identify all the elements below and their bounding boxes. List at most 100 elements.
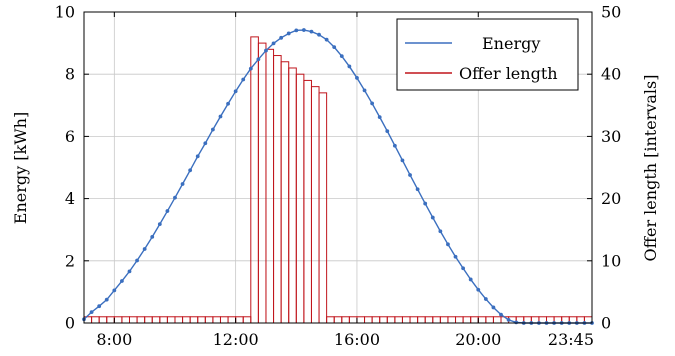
x-tick-label: 8:00 <box>96 330 132 349</box>
y-right-tick-label: 30 <box>601 127 621 146</box>
grid <box>84 12 592 323</box>
offer-length-bar <box>394 316 403 324</box>
offer-length-bar <box>159 316 168 324</box>
offer-length-bar <box>189 316 199 324</box>
offer-length-bar <box>257 42 267 324</box>
offer-length-bar <box>386 316 396 324</box>
offer-length-bar <box>333 316 343 324</box>
offer-length-bar <box>477 316 487 324</box>
energy-point <box>218 114 223 119</box>
y-right-axis-title: Offer length [intervals] <box>641 75 660 262</box>
legend-box <box>396 18 579 91</box>
energy-point <box>392 143 397 148</box>
energy-point <box>248 66 253 71</box>
energy-point <box>309 29 314 34</box>
offer-length-bar <box>91 316 100 324</box>
energy-point <box>173 195 177 200</box>
energy-point <box>491 305 496 310</box>
axis-ticks: 0 2 4 6 8 10 0 10 20 30 40 50 8:00 12:00 16:00 20:00 23:… <box>55 3 622 350</box>
y-left-tick-label: 4 <box>65 189 75 208</box>
energy-point <box>438 229 443 234</box>
offer-length-bar <box>409 316 419 324</box>
offer-length-bar <box>212 316 221 324</box>
energy-point <box>430 215 435 220</box>
y-left-tick-label: 8 <box>65 65 75 84</box>
offer-length-bar <box>227 316 237 324</box>
y-right-tick-label: 40 <box>601 65 621 84</box>
x-tick-label: 16:00 <box>334 330 380 349</box>
offer-length-bar <box>273 55 282 324</box>
energy-point <box>453 254 458 259</box>
offer-length-bar <box>424 316 434 324</box>
x-tick-label: 23:45 <box>548 330 594 349</box>
energy-point <box>506 317 511 322</box>
offer-length-bar <box>310 86 320 324</box>
energy-point <box>120 279 124 283</box>
energy-point <box>514 320 519 325</box>
y-right-tick-label: 0 <box>601 314 611 333</box>
energy-point <box>324 37 329 42</box>
energy-point <box>400 158 405 163</box>
energy-point <box>355 76 359 80</box>
energy-point <box>461 266 466 271</box>
energy-point <box>210 127 215 132</box>
energy-point <box>377 115 382 120</box>
offer-length-bar <box>288 67 297 324</box>
energy-point <box>279 35 284 40</box>
legend-energy-label: Energy <box>482 34 540 53</box>
offer-length-bar <box>303 79 312 324</box>
offer-length-bar <box>136 316 146 324</box>
energy-point <box>135 258 139 263</box>
energy-point <box>317 32 321 37</box>
offer-length-bar <box>455 316 464 324</box>
energy-point <box>286 31 291 36</box>
energy-point <box>294 28 299 33</box>
energy-point <box>370 101 375 106</box>
offer-length-bar <box>439 316 449 324</box>
offer-length-bar <box>219 316 229 324</box>
y-right-tick-label: 10 <box>601 251 621 270</box>
offer-length-bar <box>166 316 176 324</box>
offer-length-bar <box>326 316 335 324</box>
offer-length-bar <box>379 316 388 324</box>
offer-length-bar <box>318 92 328 324</box>
energy-point <box>127 269 132 274</box>
energy-point <box>476 287 481 292</box>
offer-length-bar <box>182 316 191 324</box>
energy-point <box>241 77 246 82</box>
offer-length-bar <box>348 316 358 324</box>
energy-point <box>256 57 261 62</box>
offer-length-bar <box>280 61 290 324</box>
offer-length-bar <box>128 316 138 324</box>
offer-length-bar <box>265 48 275 324</box>
energy-point <box>89 310 94 315</box>
offer-length-bar <box>470 316 479 324</box>
offer-length-bar <box>204 316 214 324</box>
energy-point <box>499 312 503 317</box>
offer-length-bar <box>242 316 252 324</box>
x-tick-label: 12:00 <box>213 330 259 349</box>
energy-point <box>97 304 102 309</box>
offer-length-bar <box>485 316 494 324</box>
y-left-tick-label: 2 <box>65 251 75 270</box>
offer-length-bar <box>417 316 426 324</box>
offer-length-bar <box>144 316 153 324</box>
offer-length-bar <box>371 316 381 324</box>
energy-point <box>157 222 162 227</box>
energy-point <box>332 45 337 50</box>
y-left-tick-label: 0 <box>65 314 75 333</box>
energy-point <box>446 242 450 247</box>
energy-point <box>142 247 147 251</box>
energy-point <box>408 173 412 177</box>
y-right-tick-label: 50 <box>601 3 621 22</box>
energy-point <box>150 234 155 239</box>
energy-point <box>362 88 367 93</box>
energy-line-series <box>82 28 594 325</box>
energy-point <box>301 28 306 32</box>
energy-point <box>233 89 238 94</box>
energy-point <box>264 48 268 53</box>
offer-length-bar <box>121 316 130 324</box>
energy-point <box>195 154 200 159</box>
offer-length-bar <box>106 316 115 324</box>
